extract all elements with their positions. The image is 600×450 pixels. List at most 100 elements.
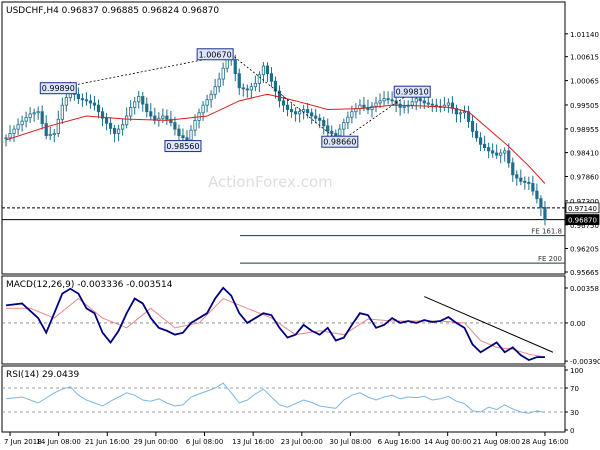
- candle-body: [133, 101, 137, 108]
- candle-body: [478, 137, 483, 145]
- candle-body: [334, 133, 338, 137]
- candle: [88, 94, 93, 109]
- candle: [36, 106, 40, 120]
- candle-body: [80, 98, 85, 101]
- candle-body: [507, 150, 511, 164]
- candle-body: [402, 105, 406, 108]
- price-level-box: [565, 202, 600, 214]
- candle-body: [470, 121, 475, 132]
- macd-tick-label: 0.00358: [570, 285, 599, 293]
- candle: [346, 111, 350, 130]
- candle: [515, 170, 519, 186]
- candle-body: [104, 117, 109, 124]
- price-level-tag: 0.97140: [565, 202, 600, 214]
- candle-body: [338, 128, 342, 137]
- candle: [531, 175, 535, 196]
- candle-body: [173, 122, 177, 130]
- candle-body: [281, 100, 286, 106]
- candle-body: [36, 111, 40, 114]
- candle-body: [386, 98, 390, 101]
- candle: [209, 90, 213, 108]
- x-tick-label: 6 Aug 16:00: [378, 438, 421, 446]
- price-level-tag: 0.96870: [565, 214, 600, 225]
- trend-line: [58, 53, 232, 89]
- candle-body: [84, 99, 89, 102]
- annotation-label: 1.00670: [199, 50, 232, 59]
- rsi-title: RSI(14) 29.0439: [6, 370, 79, 380]
- candle-body: [273, 80, 278, 92]
- candle-body: [44, 123, 48, 137]
- rsi-tick-label: 70: [570, 385, 579, 393]
- candle: [165, 109, 169, 125]
- candle-body: [310, 112, 314, 117]
- candle-body: [511, 162, 515, 176]
- candle: [390, 91, 394, 105]
- candle: [495, 144, 499, 159]
- candle-body: [342, 122, 346, 130]
- candle-body: [261, 65, 266, 76]
- price-level-box: [565, 214, 600, 225]
- candle: [60, 97, 64, 124]
- fib-label: FE 161.8: [531, 228, 562, 236]
- candle: [96, 99, 101, 119]
- candle-body: [374, 102, 378, 107]
- candle-body: [390, 99, 394, 102]
- candle: [129, 100, 133, 121]
- candle: [125, 107, 129, 129]
- candle-body: [88, 100, 93, 104]
- annotation-box: [39, 82, 77, 95]
- price-tick-label: 0.99505: [570, 102, 599, 110]
- candle-body: [221, 67, 225, 80]
- candle-body: [92, 102, 97, 106]
- candle-body: [253, 83, 257, 88]
- candle-body: [519, 177, 523, 182]
- candle-body: [414, 98, 418, 103]
- candle: [92, 96, 97, 111]
- price-tick-label: 0.96205: [570, 246, 599, 254]
- candle: [386, 91, 390, 105]
- candle-body: [213, 86, 217, 95]
- candle-body: [8, 133, 12, 139]
- candle-body: [269, 73, 274, 82]
- candle-body: [32, 112, 36, 115]
- candle: [289, 103, 294, 118]
- candle-body: [362, 104, 366, 108]
- rsi-ticks: 100 70 30 0: [565, 367, 583, 435]
- candle-body: [16, 124, 20, 130]
- moving-average-line: [5, 93, 546, 184]
- price-tick-label: 0.97860: [570, 174, 599, 182]
- candle-body: [515, 174, 519, 179]
- candle: [108, 117, 113, 135]
- price-ticks: 1.01140 1.00615 1.00065 0.99505 0.98955 0.984…: [565, 31, 599, 277]
- annotation-box: [196, 48, 234, 61]
- annotation-label: 0.98560: [166, 142, 199, 151]
- candle: [402, 100, 406, 114]
- rsi-tick-label: 30: [570, 409, 579, 417]
- candle: [104, 113, 109, 131]
- candle-body: [177, 128, 181, 137]
- macd-panel-frame: [1, 275, 566, 365]
- candle-body: [149, 111, 153, 117]
- candle: [285, 99, 290, 117]
- macd-tick-label: -0.003908: [570, 358, 600, 366]
- candle-body: [350, 111, 354, 118]
- macd-ticks: 0.00358 0.00 -0.003908: [565, 285, 600, 366]
- candle-body: [314, 115, 318, 119]
- candle-body: [434, 104, 438, 107]
- candle: [310, 108, 314, 124]
- candle-body: [458, 112, 463, 115]
- candle: [133, 96, 137, 115]
- candle: [52, 129, 56, 143]
- candle-body: [112, 127, 117, 134]
- candle-body: [217, 78, 221, 88]
- candle-body: [201, 104, 205, 114]
- candle-body: [322, 120, 326, 127]
- candle: [462, 105, 467, 119]
- candle-body: [169, 118, 173, 123]
- candle-body: [330, 130, 334, 134]
- candle-body: [422, 100, 426, 104]
- candle: [362, 96, 366, 112]
- candle-body: [503, 150, 507, 154]
- candle-body: [28, 113, 32, 118]
- candle-body: [454, 108, 459, 115]
